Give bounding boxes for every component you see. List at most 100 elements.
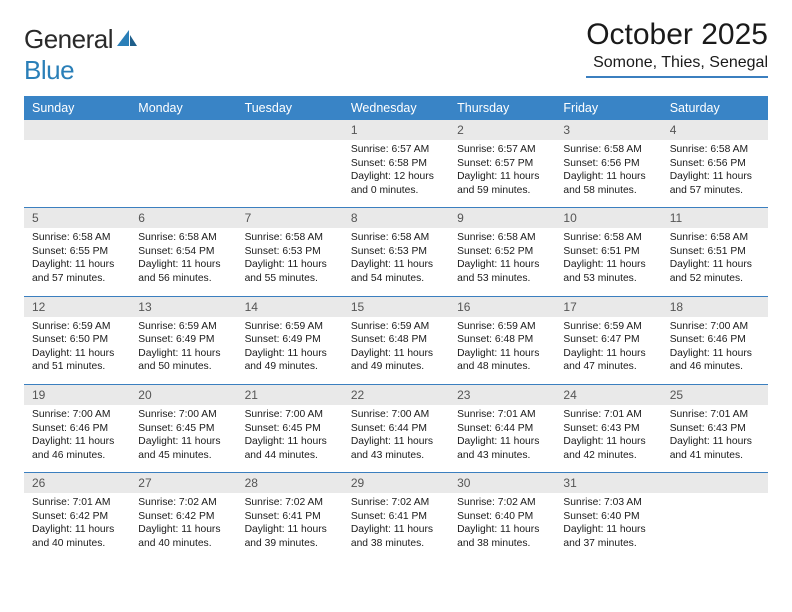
day-number-empty xyxy=(24,120,130,140)
calendar-cell: 18Sunrise: 7:00 AMSunset: 6:46 PMDayligh… xyxy=(662,296,768,384)
day-details: Sunrise: 6:57 AMSunset: 6:57 PMDaylight:… xyxy=(449,140,555,207)
weekday-header: Saturday xyxy=(662,96,768,120)
day-body-empty xyxy=(662,493,768,551)
calendar-cell: 13Sunrise: 6:59 AMSunset: 6:49 PMDayligh… xyxy=(130,296,236,384)
calendar-cell xyxy=(662,473,768,561)
day-number: 20 xyxy=(130,385,236,405)
calendar-cell: 31Sunrise: 7:03 AMSunset: 6:40 PMDayligh… xyxy=(555,473,661,561)
day-details: Sunrise: 7:00 AMSunset: 6:46 PMDaylight:… xyxy=(662,317,768,384)
calendar-cell: 12Sunrise: 6:59 AMSunset: 6:50 PMDayligh… xyxy=(24,296,130,384)
day-details: Sunrise: 7:01 AMSunset: 6:44 PMDaylight:… xyxy=(449,405,555,472)
title-block: October 2025 Somone, Thies, Senegal xyxy=(586,18,768,78)
calendar-week-row: 5Sunrise: 6:58 AMSunset: 6:55 PMDaylight… xyxy=(24,208,768,296)
calendar-cell: 7Sunrise: 6:58 AMSunset: 6:53 PMDaylight… xyxy=(237,208,343,296)
calendar-body: 1Sunrise: 6:57 AMSunset: 6:58 PMDaylight… xyxy=(24,120,768,561)
weekday-header: Thursday xyxy=(449,96,555,120)
day-number: 8 xyxy=(343,208,449,228)
day-details: Sunrise: 7:00 AMSunset: 6:44 PMDaylight:… xyxy=(343,405,449,472)
day-details: Sunrise: 6:58 AMSunset: 6:53 PMDaylight:… xyxy=(343,228,449,295)
day-details: Sunrise: 7:00 AMSunset: 6:45 PMDaylight:… xyxy=(237,405,343,472)
day-details: Sunrise: 6:58 AMSunset: 6:52 PMDaylight:… xyxy=(449,228,555,295)
day-number: 28 xyxy=(237,473,343,493)
calendar-cell: 3Sunrise: 6:58 AMSunset: 6:56 PMDaylight… xyxy=(555,120,661,208)
day-number: 25 xyxy=(662,385,768,405)
day-details: Sunrise: 6:59 AMSunset: 6:47 PMDaylight:… xyxy=(555,317,661,384)
day-number: 23 xyxy=(449,385,555,405)
day-details: Sunrise: 6:58 AMSunset: 6:51 PMDaylight:… xyxy=(555,228,661,295)
calendar-cell: 29Sunrise: 7:02 AMSunset: 6:41 PMDayligh… xyxy=(343,473,449,561)
day-number: 16 xyxy=(449,297,555,317)
day-details: Sunrise: 6:59 AMSunset: 6:48 PMDaylight:… xyxy=(343,317,449,384)
day-details: Sunrise: 6:58 AMSunset: 6:56 PMDaylight:… xyxy=(662,140,768,207)
day-number: 14 xyxy=(237,297,343,317)
calendar-cell: 19Sunrise: 7:00 AMSunset: 6:46 PMDayligh… xyxy=(24,384,130,472)
day-number: 7 xyxy=(237,208,343,228)
day-details: Sunrise: 6:58 AMSunset: 6:56 PMDaylight:… xyxy=(555,140,661,207)
calendar-table: SundayMondayTuesdayWednesdayThursdayFrid… xyxy=(24,96,768,561)
day-number: 4 xyxy=(662,120,768,140)
calendar-cell: 27Sunrise: 7:02 AMSunset: 6:42 PMDayligh… xyxy=(130,473,236,561)
day-number-empty xyxy=(130,120,236,140)
day-details: Sunrise: 6:58 AMSunset: 6:51 PMDaylight:… xyxy=(662,228,768,295)
day-number: 11 xyxy=(662,208,768,228)
day-number: 21 xyxy=(237,385,343,405)
day-number: 6 xyxy=(130,208,236,228)
day-details: Sunrise: 7:01 AMSunset: 6:42 PMDaylight:… xyxy=(24,493,130,560)
day-details: Sunrise: 7:00 AMSunset: 6:45 PMDaylight:… xyxy=(130,405,236,472)
calendar-cell: 22Sunrise: 7:00 AMSunset: 6:44 PMDayligh… xyxy=(343,384,449,472)
day-number-empty xyxy=(237,120,343,140)
day-number: 17 xyxy=(555,297,661,317)
day-details: Sunrise: 6:59 AMSunset: 6:50 PMDaylight:… xyxy=(24,317,130,384)
header: GeneralBlue October 2025 Somone, Thies, … xyxy=(24,18,768,86)
day-number: 31 xyxy=(555,473,661,493)
calendar-cell: 26Sunrise: 7:01 AMSunset: 6:42 PMDayligh… xyxy=(24,473,130,561)
calendar-header-row: SundayMondayTuesdayWednesdayThursdayFrid… xyxy=(24,96,768,120)
day-number: 10 xyxy=(555,208,661,228)
day-details: Sunrise: 7:01 AMSunset: 6:43 PMDaylight:… xyxy=(555,405,661,472)
day-number: 18 xyxy=(662,297,768,317)
brand-text: GeneralBlue xyxy=(24,24,139,86)
day-details: Sunrise: 7:00 AMSunset: 6:46 PMDaylight:… xyxy=(24,405,130,472)
weekday-header: Monday xyxy=(130,96,236,120)
day-number: 2 xyxy=(449,120,555,140)
calendar-cell: 25Sunrise: 7:01 AMSunset: 6:43 PMDayligh… xyxy=(662,384,768,472)
calendar-cell: 15Sunrise: 6:59 AMSunset: 6:48 PMDayligh… xyxy=(343,296,449,384)
day-details: Sunrise: 7:02 AMSunset: 6:40 PMDaylight:… xyxy=(449,493,555,560)
brand-word1: General xyxy=(24,24,113,54)
day-details: Sunrise: 7:01 AMSunset: 6:43 PMDaylight:… xyxy=(662,405,768,472)
day-details: Sunrise: 6:59 AMSunset: 6:49 PMDaylight:… xyxy=(237,317,343,384)
day-details: Sunrise: 7:02 AMSunset: 6:42 PMDaylight:… xyxy=(130,493,236,560)
day-details: Sunrise: 6:59 AMSunset: 6:49 PMDaylight:… xyxy=(130,317,236,384)
day-details: Sunrise: 7:02 AMSunset: 6:41 PMDaylight:… xyxy=(237,493,343,560)
day-number: 30 xyxy=(449,473,555,493)
day-number: 3 xyxy=(555,120,661,140)
calendar-cell: 9Sunrise: 6:58 AMSunset: 6:52 PMDaylight… xyxy=(449,208,555,296)
day-number: 15 xyxy=(343,297,449,317)
day-body-empty xyxy=(24,140,130,198)
calendar-cell: 30Sunrise: 7:02 AMSunset: 6:40 PMDayligh… xyxy=(449,473,555,561)
day-details: Sunrise: 7:03 AMSunset: 6:40 PMDaylight:… xyxy=(555,493,661,560)
calendar-cell: 20Sunrise: 7:00 AMSunset: 6:45 PMDayligh… xyxy=(130,384,236,472)
calendar-cell: 17Sunrise: 6:59 AMSunset: 6:47 PMDayligh… xyxy=(555,296,661,384)
day-number: 13 xyxy=(130,297,236,317)
weekday-header: Sunday xyxy=(24,96,130,120)
calendar-cell xyxy=(237,120,343,208)
weekday-header: Wednesday xyxy=(343,96,449,120)
page-title: October 2025 xyxy=(586,18,768,52)
day-number: 24 xyxy=(555,385,661,405)
calendar-week-row: 12Sunrise: 6:59 AMSunset: 6:50 PMDayligh… xyxy=(24,296,768,384)
day-number: 1 xyxy=(343,120,449,140)
calendar-cell: 5Sunrise: 6:58 AMSunset: 6:55 PMDaylight… xyxy=(24,208,130,296)
calendar-week-row: 26Sunrise: 7:01 AMSunset: 6:42 PMDayligh… xyxy=(24,473,768,561)
brand-word2: Blue xyxy=(24,55,74,85)
calendar-cell: 21Sunrise: 7:00 AMSunset: 6:45 PMDayligh… xyxy=(237,384,343,472)
calendar-cell: 16Sunrise: 6:59 AMSunset: 6:48 PMDayligh… xyxy=(449,296,555,384)
calendar-week-row: 1Sunrise: 6:57 AMSunset: 6:58 PMDaylight… xyxy=(24,120,768,208)
day-details: Sunrise: 6:59 AMSunset: 6:48 PMDaylight:… xyxy=(449,317,555,384)
calendar-cell xyxy=(130,120,236,208)
calendar-cell: 14Sunrise: 6:59 AMSunset: 6:49 PMDayligh… xyxy=(237,296,343,384)
calendar-cell: 6Sunrise: 6:58 AMSunset: 6:54 PMDaylight… xyxy=(130,208,236,296)
calendar-cell: 4Sunrise: 6:58 AMSunset: 6:56 PMDaylight… xyxy=(662,120,768,208)
day-number: 9 xyxy=(449,208,555,228)
brand-logo: GeneralBlue xyxy=(24,24,139,86)
